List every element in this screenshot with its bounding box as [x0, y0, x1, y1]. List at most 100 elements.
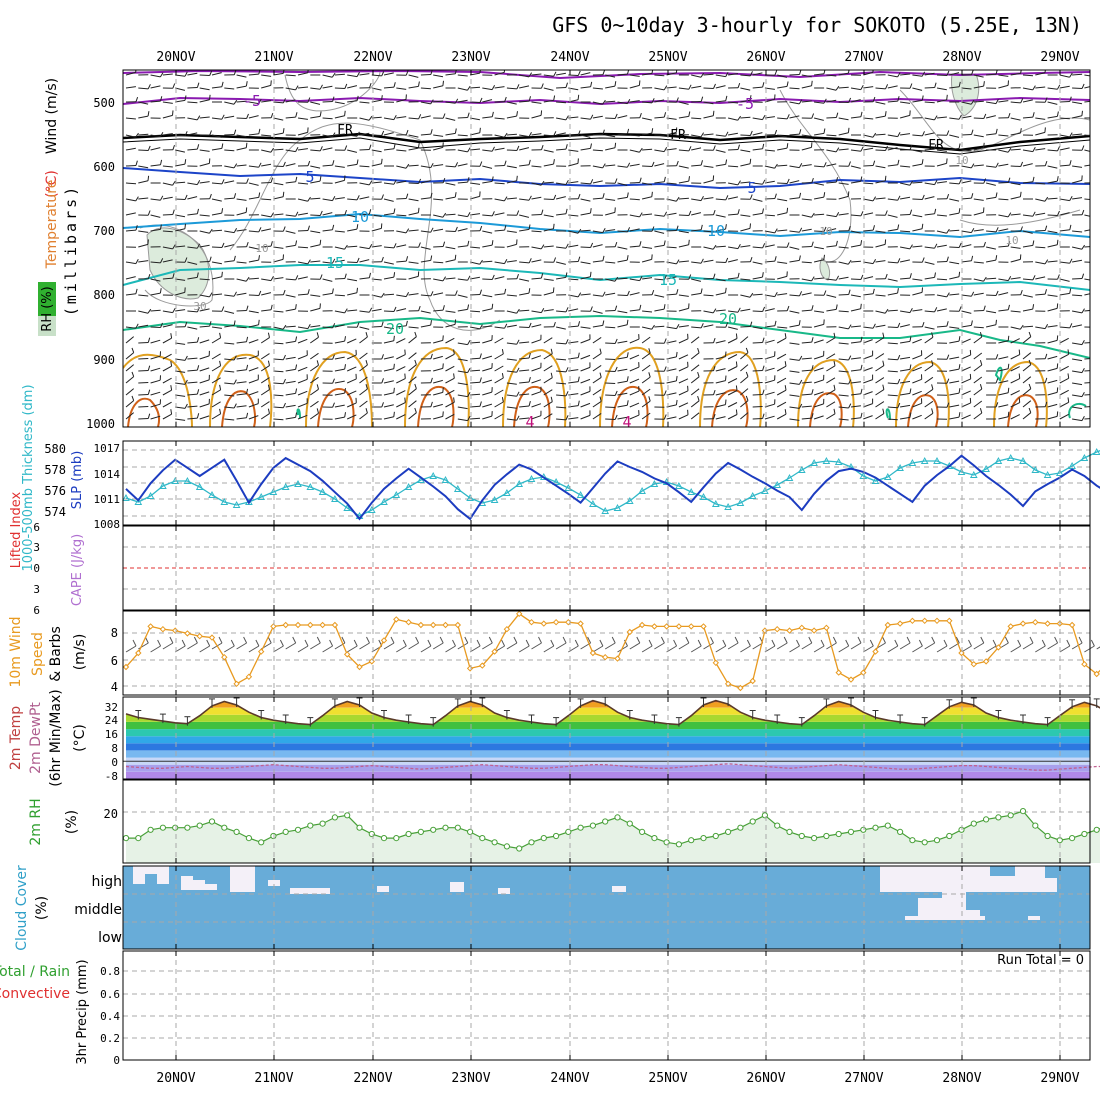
wind-barb-flag — [995, 319, 997, 325]
wind-barb — [531, 165, 542, 168]
wind-barb-flag — [565, 208, 568, 214]
wind-barb — [556, 310, 567, 313]
wind-barb-flag — [762, 179, 766, 185]
wind10-barb — [150, 645, 161, 653]
wind-barb — [1084, 342, 1090, 344]
wind-barb-flag — [835, 304, 838, 310]
wind-barb — [654, 214, 665, 217]
wind-barb — [740, 214, 751, 217]
wind-barb-flag — [860, 111, 863, 117]
wind-barb — [248, 259, 259, 263]
wind-barb — [506, 133, 517, 136]
wind-barb — [285, 244, 296, 248]
wind-barb — [961, 134, 972, 136]
wind-barb — [1010, 182, 1021, 186]
wind-barb — [285, 404, 296, 408]
wind-barb — [199, 355, 210, 360]
wind-barb-flag — [1094, 323, 1096, 328]
wind10-barb — [310, 642, 321, 650]
wind-barb — [310, 197, 321, 200]
wind-barb — [261, 149, 272, 153]
wind-barb-flag — [713, 209, 716, 215]
wind-barb-flag — [1094, 160, 1095, 165]
wind-barb — [838, 101, 849, 103]
wind-barb-flag — [1094, 288, 1095, 293]
wind10-barb-flag — [157, 639, 162, 647]
wind-barb — [1059, 353, 1069, 360]
wind-barb — [1010, 366, 1020, 372]
wind-barb — [408, 182, 419, 184]
boundary-layer-rh-contours — [123, 346, 1087, 427]
wind-barb — [764, 308, 775, 312]
wind-barb — [199, 87, 210, 91]
wind-barb-flag — [688, 146, 692, 152]
wind-barb — [371, 74, 382, 77]
wind-barb — [433, 355, 443, 360]
wind-barb-flag — [282, 324, 287, 330]
wind-barb — [519, 381, 530, 384]
wind-barb — [900, 380, 911, 384]
wind10-barb-flag — [341, 636, 346, 644]
wind10-barb — [776, 642, 788, 650]
wind-barb — [273, 213, 284, 216]
wind-barb — [654, 163, 665, 167]
wind-barb-flag — [553, 321, 556, 327]
wind-barb — [641, 352, 651, 360]
wind-barb — [703, 87, 714, 89]
wind-barb — [150, 214, 161, 218]
wind-barb — [543, 353, 553, 360]
wind-barb — [777, 275, 788, 280]
cloud-chart — [123, 866, 1090, 949]
wind-barb — [359, 73, 370, 76]
wind-barb-flag — [246, 305, 249, 311]
wind-barb-flag — [219, 384, 222, 390]
wind-barb — [764, 98, 775, 103]
wind-barb — [961, 338, 971, 344]
wind-barb-flag — [833, 360, 836, 366]
wind-barb-flag — [823, 128, 826, 134]
wind-barb-flag — [979, 384, 983, 390]
wind-barb — [1084, 246, 1090, 248]
wind10-barb-flag — [697, 639, 702, 647]
wind-barb — [1010, 148, 1021, 151]
wind-barb — [887, 342, 898, 345]
wind-barb — [322, 292, 333, 296]
wind-barb — [924, 148, 935, 151]
wind-barb — [1047, 260, 1058, 263]
wind-barb — [752, 342, 763, 344]
wind-barb — [1072, 342, 1083, 346]
wind-barb — [482, 308, 493, 312]
wind-barb-flag — [577, 256, 581, 262]
wind-barb — [494, 293, 505, 296]
wind-barb — [592, 310, 603, 314]
wind-barb — [900, 73, 911, 76]
wind-barb-flag — [885, 273, 888, 279]
wind-barb-flag — [233, 291, 237, 297]
wind-barb — [1059, 292, 1070, 296]
wind-barb-flag — [638, 80, 641, 86]
wind-barb — [199, 149, 210, 152]
wind-barb-flag — [590, 208, 592, 214]
wind-barb-flag — [316, 332, 319, 338]
wind-barb — [519, 85, 530, 89]
wind-barb — [690, 388, 700, 396]
wind-barb — [801, 278, 812, 282]
wind-barb — [236, 405, 247, 408]
wind-barb — [850, 369, 861, 372]
wind-barb — [334, 179, 345, 184]
wind-barb — [1072, 278, 1083, 280]
wind-barb — [789, 246, 800, 250]
wind10-barb-flag — [599, 639, 604, 647]
wind-barb-flag — [442, 363, 444, 369]
wind-barb — [728, 277, 739, 280]
wind-barb — [297, 212, 308, 216]
wind-barb — [998, 228, 1009, 232]
wind-barb — [211, 353, 221, 360]
wind-barb — [617, 182, 628, 186]
wind-barb — [826, 117, 837, 119]
wind-barb-flag — [282, 354, 286, 360]
cloud-clear-cell — [498, 888, 510, 894]
wind-barb-flag — [663, 304, 666, 310]
wind-barb-flag — [233, 193, 237, 199]
wind-barb-flag — [528, 72, 533, 78]
